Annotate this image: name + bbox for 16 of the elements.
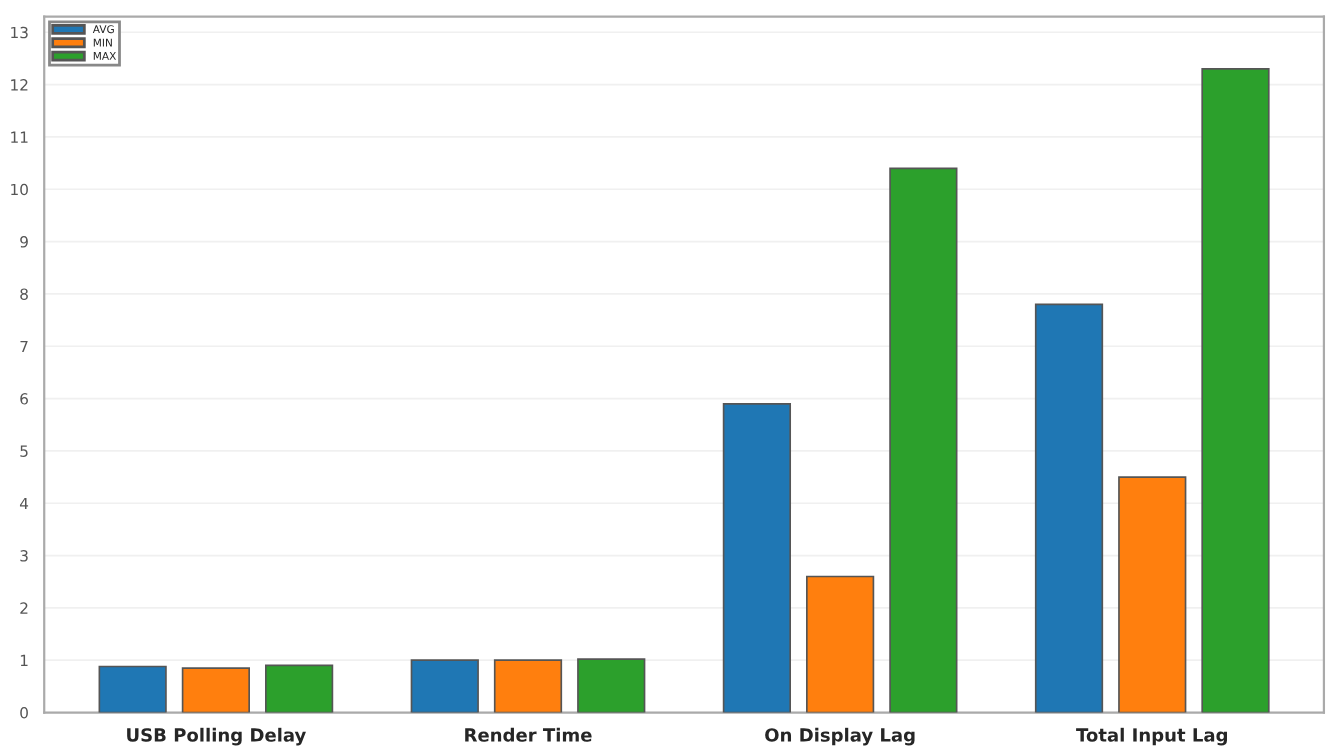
bar <box>806 575 875 713</box>
bar <box>1118 476 1187 713</box>
x-tick-label: Total Input Lag <box>1076 727 1227 746</box>
bar <box>577 658 646 713</box>
bar <box>1201 68 1270 713</box>
x-tick-label: USB Polling Delay <box>127 727 306 746</box>
bar <box>181 667 251 713</box>
bar <box>410 659 479 713</box>
bar <box>722 402 792 713</box>
bar <box>98 665 167 713</box>
bar <box>889 167 958 713</box>
bar <box>1034 303 1104 713</box>
x-tick-label: On Display Lag <box>765 727 915 746</box>
bar <box>493 659 563 713</box>
bar <box>264 664 334 713</box>
x-tick-label: Render Time <box>465 727 592 742</box>
